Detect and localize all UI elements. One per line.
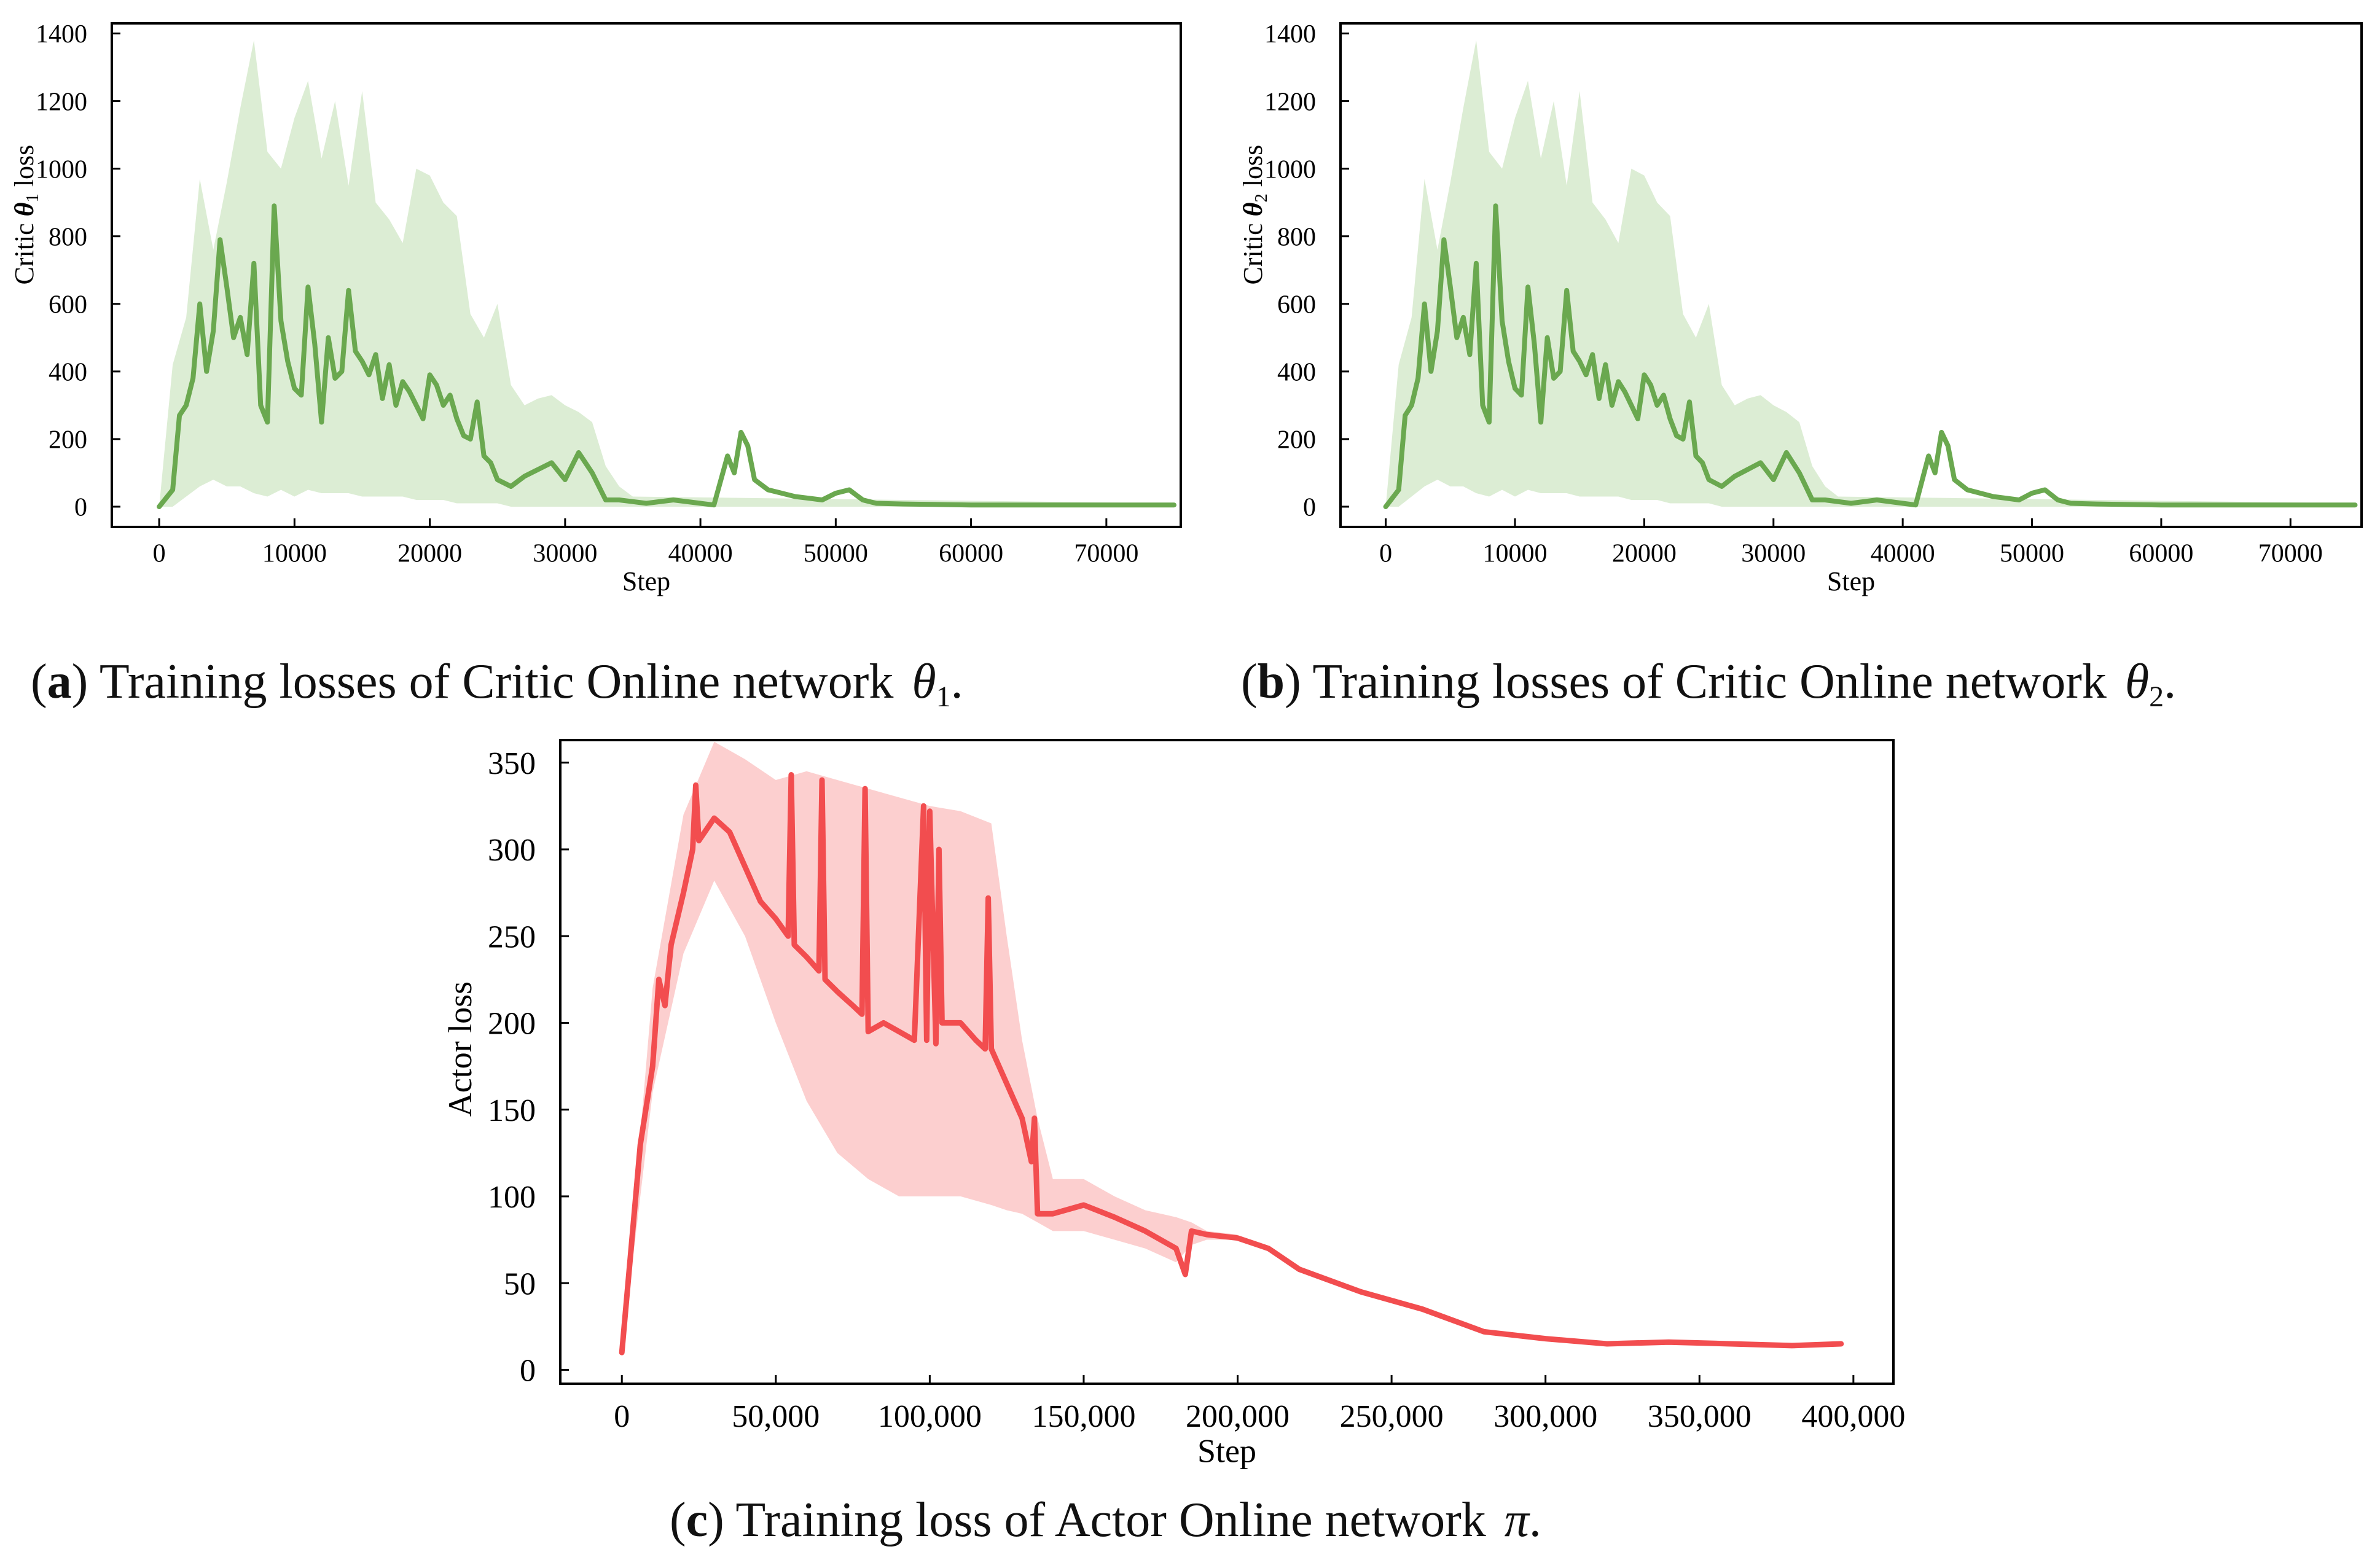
caption-b-text: Training losses of Critic Online network bbox=[1312, 655, 2107, 709]
chart-b: 0 200 400 600 800 1000 1200 1400 0 10000 20000 3000… bbox=[1238, 20, 2363, 596]
x-tick-label: 40000 bbox=[1871, 540, 1935, 568]
caption-b-symbol: θ bbox=[2124, 655, 2150, 709]
y-tick-label: 50 bbox=[504, 1266, 536, 1301]
series-line-b bbox=[1383, 203, 2358, 509]
y-tick-label: 200 bbox=[1277, 426, 1316, 454]
x-tick-label: 30000 bbox=[533, 540, 597, 568]
y-tick-label: 200 bbox=[488, 1007, 536, 1042]
plot-area bbox=[157, 40, 1176, 509]
caption-c: (c) Training loss of Actor Online networ… bbox=[670, 1493, 1541, 1547]
series-band-a bbox=[159, 40, 1175, 507]
x-tick-label: 50000 bbox=[2000, 540, 2064, 568]
y-tick-label: 250 bbox=[488, 919, 536, 954]
caption-c-text: Training loss of Actor Online network bbox=[735, 1493, 1486, 1547]
y-tick-label: 1000 bbox=[36, 155, 87, 184]
y-tick-label: 200 bbox=[49, 426, 87, 454]
plot-area bbox=[1383, 40, 2358, 509]
y-tick-label: 400 bbox=[49, 359, 87, 387]
x-tick-label: 70000 bbox=[1074, 540, 1138, 568]
y-tick-label: 400 bbox=[1277, 359, 1316, 387]
x-tick-label: 50,000 bbox=[732, 1399, 820, 1434]
y-tick-label: 300 bbox=[488, 833, 536, 868]
x-axis-label: Step bbox=[622, 566, 670, 596]
x-tick-label: 30000 bbox=[1741, 540, 1806, 568]
x-tick-label: 60000 bbox=[939, 540, 1003, 568]
y-axis-label: Critic θ1 loss bbox=[9, 145, 42, 285]
x-tick-label: 200,000 bbox=[1186, 1399, 1290, 1434]
caption-c-symbol: π bbox=[1504, 1493, 1529, 1547]
y-tick-label: 1200 bbox=[36, 88, 87, 116]
caption-b: (b) Training losses of Critic Online net… bbox=[1241, 655, 2177, 713]
series-band-b bbox=[1385, 40, 2355, 507]
x-tick-label: 60000 bbox=[2129, 540, 2193, 568]
series-band-c bbox=[622, 741, 1238, 1353]
x-tick-label: 300,000 bbox=[1493, 1399, 1597, 1434]
x-tick-label: 20000 bbox=[397, 540, 462, 568]
x-tick-label: 40000 bbox=[668, 540, 733, 568]
caption-a-text: Training losses of Critic Online network bbox=[99, 655, 894, 709]
x-tick-label: 250,000 bbox=[1340, 1399, 1444, 1434]
y-tick-label: 1400 bbox=[36, 20, 87, 49]
y-tick-label: 1000 bbox=[1264, 155, 1316, 184]
x-tick-label: 400,000 bbox=[1801, 1399, 1905, 1434]
caption-a-letter: a bbox=[47, 655, 72, 709]
x-tick-label: 0 bbox=[153, 540, 166, 568]
x-axis-label: Step bbox=[1197, 1432, 1256, 1469]
y-tick-label: 0 bbox=[520, 1354, 536, 1389]
series-line-a bbox=[157, 203, 1176, 509]
y-axis-label: Critic θ2 loss bbox=[1238, 145, 1271, 285]
y-tick-label: 1400 bbox=[1264, 20, 1316, 49]
y-axis-label: Actor loss bbox=[442, 981, 479, 1117]
chart-c: 0 50 100 150 200 250 300 350 0 50,000 100,000 150,0… bbox=[442, 739, 1905, 1469]
x-tick-label: 0 bbox=[614, 1399, 630, 1434]
x-axis-label: Step bbox=[1827, 566, 1875, 596]
x-tick-label: 70000 bbox=[2258, 540, 2323, 568]
series-line-c bbox=[619, 772, 1844, 1355]
caption-a: (a) Training losses of Critic Online net… bbox=[31, 655, 963, 713]
x-tick-label: 150,000 bbox=[1031, 1399, 1135, 1434]
x-tick-label: 20000 bbox=[1612, 540, 1677, 568]
x-tick-label: 350,000 bbox=[1648, 1399, 1752, 1434]
caption-a-symbol: θ bbox=[912, 655, 936, 709]
axes-frame bbox=[111, 22, 1182, 528]
y-tick-label: 800 bbox=[1277, 223, 1316, 251]
y-tick-label: 0 bbox=[74, 494, 87, 522]
axes-frame bbox=[1339, 22, 2363, 528]
x-tick-label: 100,000 bbox=[878, 1399, 982, 1434]
y-tick-label: 1200 bbox=[1264, 88, 1316, 116]
y-tick-label: 350 bbox=[488, 746, 536, 781]
y-tick-label: 600 bbox=[1277, 291, 1316, 319]
y-tick-label: 800 bbox=[49, 223, 87, 251]
y-tick-label: 150 bbox=[488, 1093, 536, 1128]
caption-a-subscript: 1 bbox=[936, 681, 951, 713]
y-tick-label: 0 bbox=[1303, 494, 1316, 522]
y-tick-label: 100 bbox=[488, 1180, 536, 1215]
y-tick-label: 600 bbox=[49, 291, 87, 319]
x-tick-label: 50000 bbox=[804, 540, 868, 568]
caption-b-letter: b bbox=[1257, 655, 1285, 709]
caption-c-letter: c bbox=[686, 1493, 708, 1547]
plot-area bbox=[619, 741, 1844, 1355]
x-tick-label: 10000 bbox=[1483, 540, 1548, 568]
axes-frame bbox=[559, 739, 1895, 1385]
x-tick-label: 0 bbox=[1379, 540, 1392, 568]
caption-b-subscript: 2 bbox=[2149, 681, 2164, 713]
x-tick-label: 10000 bbox=[262, 540, 327, 568]
chart-a: 0 200 400 600 800 1000 1200 1400 0 10000 20000 3000… bbox=[9, 20, 1182, 596]
